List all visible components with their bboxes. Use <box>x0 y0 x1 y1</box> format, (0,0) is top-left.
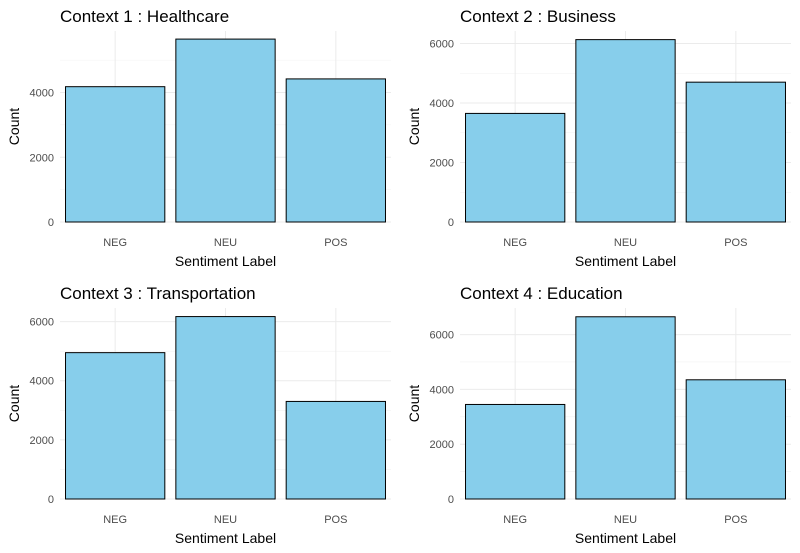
x-tick-label: NEU <box>614 514 637 526</box>
y-tick-label: 6000 <box>30 317 54 329</box>
y-tick-label: 4000 <box>430 98 454 110</box>
chart-title: Context 3 : Transportation <box>60 284 256 303</box>
chart-panel-1: 0 2000 4000 NEG NEU POS Context 1 : Healthcare… <box>6 7 391 269</box>
bar-neu <box>175 316 276 500</box>
chart-title: Context 1 : Healthcare <box>60 7 229 26</box>
x-axis-label: Sentiment Label <box>175 530 276 546</box>
x-axis-label: Sentiment Label <box>575 253 676 269</box>
bar-pos <box>285 400 386 500</box>
bar-neg <box>465 403 566 500</box>
x-tick-label: POS <box>724 514 747 526</box>
x-tick-label: NEG <box>103 237 127 249</box>
y-tick-label: 2000 <box>30 152 54 164</box>
y-tick-label: 4000 <box>30 376 54 388</box>
y-tick-label: 2000 <box>430 439 454 451</box>
y-tick-label: 6000 <box>430 38 454 50</box>
chart-panel-4: 0 2000 4000 6000 NEG NEU POS Context 4 : Educat… <box>406 284 791 546</box>
bar-pos <box>685 81 786 223</box>
bar-neg <box>65 86 166 223</box>
y-axis-label: Count <box>6 385 22 422</box>
bar-neu <box>575 316 676 500</box>
y-tick-label: 0 <box>448 494 454 506</box>
chart-title: Context 4 : Education <box>460 284 623 303</box>
y-axis-label: Count <box>406 385 422 422</box>
y-tick-label: 6000 <box>430 330 454 342</box>
y-tick-label: 2000 <box>30 435 54 447</box>
bar-pos <box>685 379 786 500</box>
chart-panel-2: 0 2000 4000 6000 NEG NEU POS Context 2 : Busine… <box>406 7 791 269</box>
x-tick-label: POS <box>324 514 347 526</box>
bar-neg <box>65 352 166 500</box>
x-tick-label: NEG <box>103 514 127 526</box>
x-tick-label: POS <box>324 237 347 249</box>
y-axis-label: Count <box>6 108 22 145</box>
x-tick-label: NEU <box>214 514 237 526</box>
y-tick-label: 0 <box>448 217 454 229</box>
x-tick-label: NEU <box>214 237 237 249</box>
y-tick-label: 4000 <box>430 384 454 396</box>
bar-neg <box>465 112 566 223</box>
x-tick-label: NEU <box>614 237 637 249</box>
x-axis-label: Sentiment Label <box>575 530 676 546</box>
y-tick-label: 0 <box>48 494 54 506</box>
x-tick-label: NEG <box>503 237 527 249</box>
y-tick-label: 4000 <box>30 88 54 100</box>
x-axis-label: Sentiment Label <box>175 253 276 269</box>
x-tick-label: NEG <box>503 514 527 526</box>
y-tick-label: 2000 <box>430 157 454 169</box>
chart-panel-3: 0 2000 4000 6000 NEG NEU POS Context 3 : Transp… <box>6 284 391 546</box>
bar-pos <box>285 78 386 223</box>
chart-title: Context 2 : Business <box>460 7 616 26</box>
y-axis-label: Count <box>406 108 422 145</box>
bar-neu <box>175 38 276 223</box>
y-tick-label: 0 <box>48 217 54 229</box>
bar-neu <box>575 39 676 223</box>
x-tick-label: POS <box>724 237 747 249</box>
